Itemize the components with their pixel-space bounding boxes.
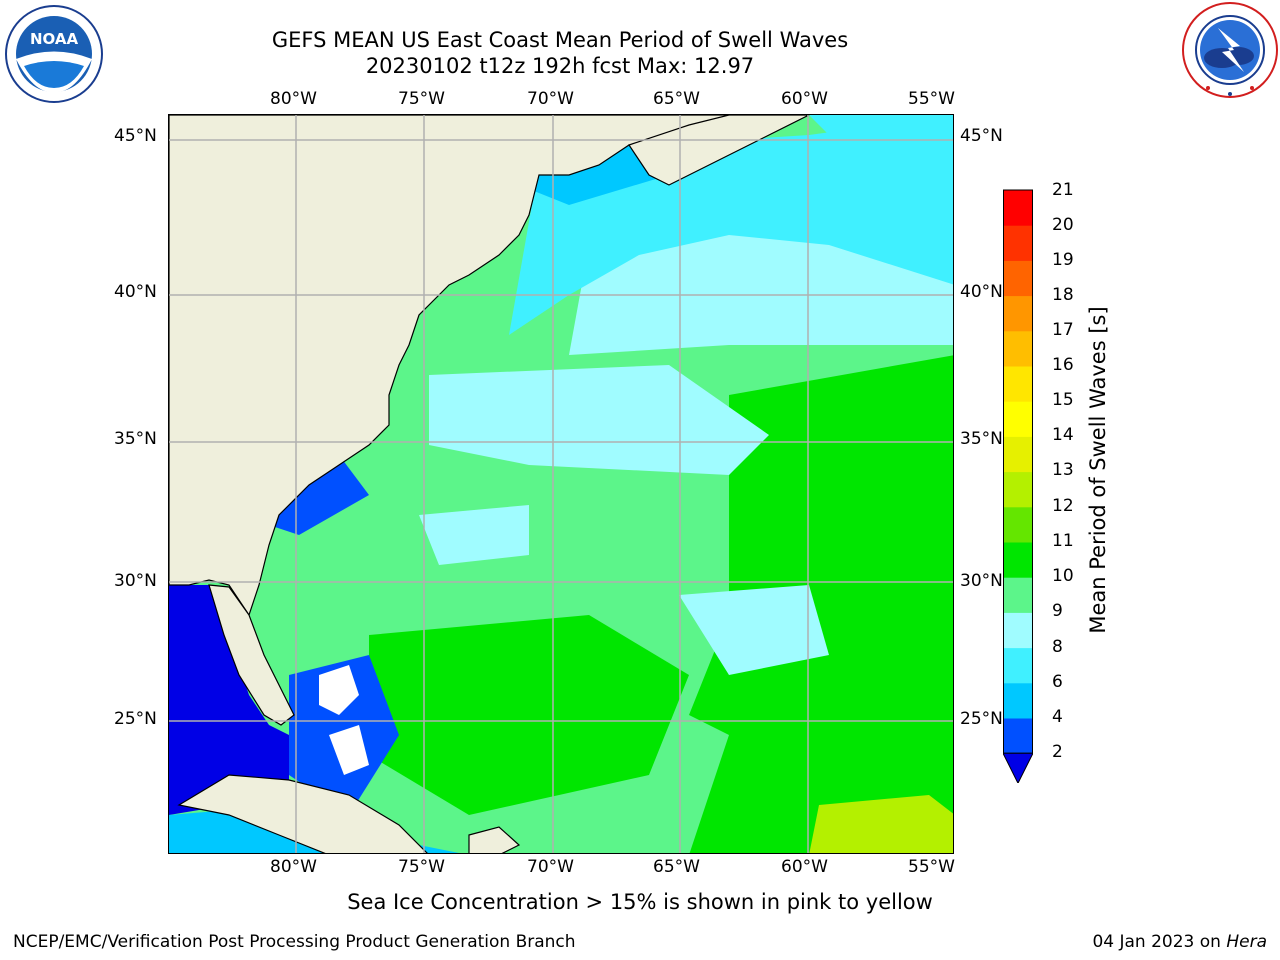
host-name: Hera <box>1226 932 1267 952</box>
colorbar-segment <box>1003 718 1033 754</box>
lat-label-right: 40°N <box>960 282 1003 302</box>
lat-label-left: 25°N <box>114 709 157 729</box>
colorbar <box>1003 189 1033 783</box>
lon-label-top: 75°W <box>398 89 445 109</box>
colorbar-segment <box>1003 577 1033 613</box>
lat-label-left: 45°N <box>114 126 157 146</box>
nova-scotia-land <box>628 115 810 186</box>
lat-label-left: 30°N <box>114 571 157 591</box>
credit-line: NCEP/EMC/Verification Post Processing Pr… <box>13 932 576 952</box>
north-america-land <box>169 115 810 617</box>
generation-date: 04 Jan 2023 on Hera <box>1092 932 1267 952</box>
ocean-11-12s-field <box>809 795 953 853</box>
colorbar-segment <box>1003 295 1033 332</box>
graticule <box>169 115 953 853</box>
swell-period-map <box>169 115 953 853</box>
colorbar-segment <box>1003 190 1033 226</box>
colorbar-tick-label: 4 <box>1052 707 1063 727</box>
colorbar-tick-label: 15 <box>1052 390 1074 410</box>
lon-label-top: 60°W <box>781 89 828 109</box>
colorbar-segment <box>1003 401 1033 437</box>
colorbar-segment <box>1003 542 1033 578</box>
colorbar-segment <box>1003 260 1033 297</box>
lon-label-bottom: 55°W <box>908 857 955 877</box>
colorbar-segment <box>1003 436 1033 473</box>
colorbar-segment <box>1003 506 1033 543</box>
sea-ice-note: Sea Ice Concentration > 15% is shown in … <box>347 890 933 914</box>
lon-label-bottom: 75°W <box>398 857 445 877</box>
lon-label-top: 55°W <box>908 89 955 109</box>
gulf-low-period-field <box>169 585 289 815</box>
colorbar-segment <box>1003 330 1033 367</box>
colorbar-tick-label: 2 <box>1052 742 1063 762</box>
colorbar-tick-label: 18 <box>1052 285 1074 305</box>
lon-label-bottom: 70°W <box>527 857 574 877</box>
lat-label-right: 45°N <box>960 126 1003 146</box>
colorbar-tick-label: 20 <box>1052 215 1074 235</box>
colorbar-segment <box>1003 225 1033 261</box>
lon-label-top: 70°W <box>527 89 574 109</box>
lat-label-left: 35°N <box>114 429 157 449</box>
colorbar-segment <box>1003 471 1033 508</box>
colorbar-tick-label: 12 <box>1052 496 1074 516</box>
cuba-land <box>177 774 428 853</box>
colorbar-tick-label: 6 <box>1052 672 1063 692</box>
colorbar-segment <box>1003 682 1033 719</box>
hispaniola-land <box>468 826 521 853</box>
lon-label-bottom: 60°W <box>781 857 828 877</box>
colorbar-tick-label: 17 <box>1052 320 1074 340</box>
lon-label-bottom: 80°W <box>270 857 317 877</box>
date-text: 04 Jan 2023 on <box>1092 932 1221 952</box>
colorbar-tick-label: 8 <box>1052 637 1063 657</box>
lat-label-right: 35°N <box>960 429 1003 449</box>
florida-land <box>208 584 295 726</box>
colorbar-segment <box>1003 366 1033 402</box>
colorbar-segment <box>1003 647 1033 684</box>
lat-label-right: 25°N <box>960 709 1003 729</box>
chart-subtitle: 20230102 t12z 192h fcst Max: 12.97 <box>365 54 755 78</box>
lon-label-top: 65°W <box>653 89 700 109</box>
colorbar-title: Mean Period of Swell Waves [s] <box>1086 306 1110 634</box>
nws-logo <box>1182 2 1278 98</box>
noaa-logo: NOAA <box>5 5 103 103</box>
colorbar-tick-label: 11 <box>1052 531 1074 551</box>
colorbar-tick-label: 14 <box>1052 425 1074 445</box>
lat-label-left: 40°N <box>114 282 157 302</box>
colorbar-tick-label: 9 <box>1052 601 1063 621</box>
lat-label-right: 30°N <box>960 571 1003 591</box>
colorbar-under-arrow <box>1003 752 1033 783</box>
lon-label-top: 80°W <box>270 89 317 109</box>
map-panel <box>168 114 954 854</box>
colorbar-tick-label: 13 <box>1052 460 1074 480</box>
colorbar-tick-label: 10 <box>1052 566 1074 586</box>
noaa-logo-text: NOAA <box>30 30 79 48</box>
ocean-10-11s-field-south <box>369 615 689 815</box>
ocean-8-9s-field <box>429 365 769 475</box>
colorbar-segment <box>1003 612 1033 649</box>
chart-title: GEFS MEAN US East Coast Mean Period of S… <box>271 28 849 52</box>
colorbar-tick-label: 16 <box>1052 355 1074 375</box>
colorbar-tick-label: 21 <box>1052 180 1074 200</box>
lon-label-bottom: 65°W <box>653 857 700 877</box>
colorbar-tick-label: 19 <box>1052 250 1074 270</box>
